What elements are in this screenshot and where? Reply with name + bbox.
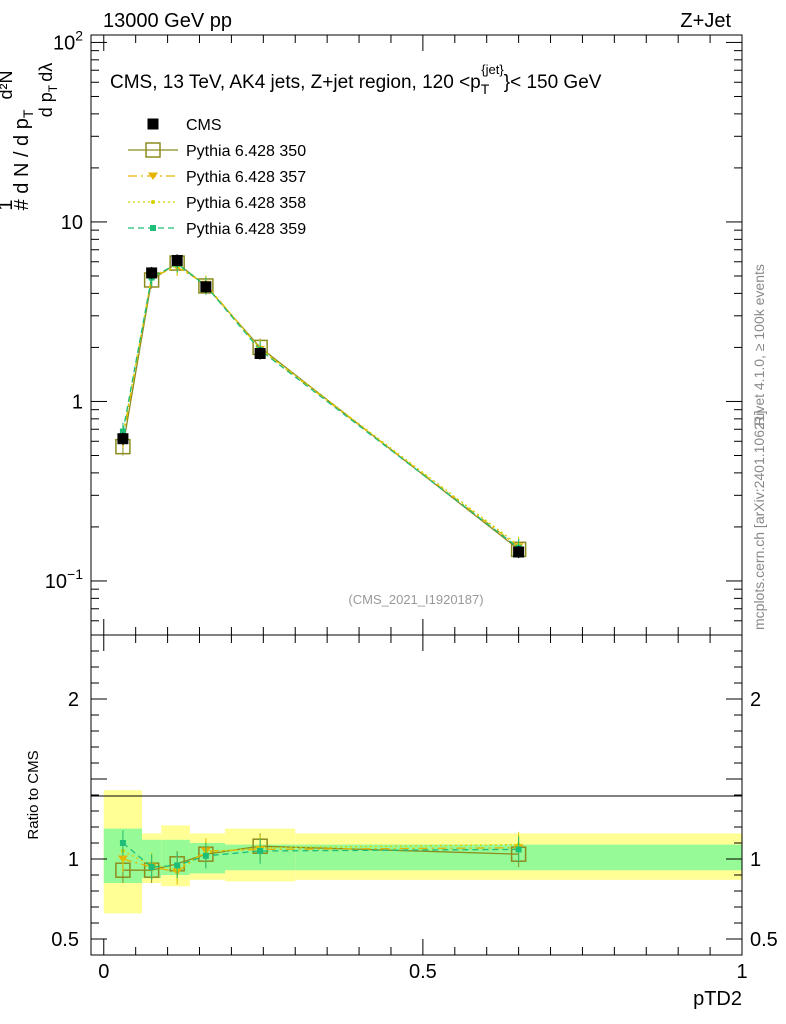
ytick-exp: 2: [75, 27, 83, 43]
ratio-series-p359: [119, 830, 522, 880]
main-series-p357: [117, 258, 524, 556]
main-ytick-label: 10−1: [45, 566, 83, 593]
ratio-line-p350: [122, 845, 519, 871]
cms-point: [146, 267, 158, 279]
cms-point: [171, 254, 183, 266]
ratio-y-axis-label: Ratio to CMS: [25, 750, 42, 839]
legend-label-p357: Pythia 6.428 357: [186, 169, 306, 186]
cms-point: [117, 433, 129, 445]
main-series-p350: [115, 254, 527, 559]
legend: CMS Pythia 6.428 350 Pythia 6.428 357 Pythi…: [128, 117, 306, 238]
main-series-p358: [120, 256, 521, 555]
ratio-ytick-label-left: 2: [68, 689, 79, 711]
ratio-ytick-label-right: 2: [750, 689, 761, 711]
ratio-point-p359: [174, 862, 181, 869]
ratio-xtick-label: 0: [98, 961, 109, 983]
ratio-point-p359: [515, 846, 522, 853]
y-label-dlambda: dλ: [36, 63, 56, 82]
ratio-point-p359: [119, 840, 126, 846]
ratio-xtick-label: 0.5: [409, 961, 437, 983]
y-label-d2n: d²N: [0, 70, 16, 99]
analysis-watermark: (CMS_2021_I1920187): [348, 592, 483, 607]
y-label-fraction: # d N / d pT: [11, 109, 36, 210]
ytick-base: 10: [53, 32, 75, 54]
legend-marker-p358: [151, 200, 155, 204]
x-axis-label: pTD2: [693, 988, 742, 1010]
data-series: [115, 254, 527, 885]
main-line-p350: [122, 262, 520, 550]
main-series-cms: [117, 254, 525, 558]
y-label-dpt-dlambda: d pT dλ: [36, 63, 60, 118]
legend-label-p358: Pythia 6.428 358: [186, 195, 306, 212]
y-label-dpt-sub: T: [46, 82, 60, 92]
ratio-point-p359: [257, 848, 264, 854]
main-ytick-label: 10: [61, 212, 83, 234]
y-label-dpt: d p: [36, 92, 56, 117]
ytick-exp: −1: [67, 566, 83, 582]
main-y-axis-label: # d N / d pT1d²Nd pT dλ: [0, 63, 60, 211]
ratio-plot-frame: [90, 634, 743, 956]
ratio-line-p359: [122, 842, 519, 868]
ratio-ytick-label-right: 0.5: [750, 929, 778, 951]
main-point-p359: [119, 428, 126, 435]
cms-point: [254, 347, 266, 359]
ratio-xtick-label: 1: [736, 961, 747, 983]
main-line-p357: [122, 266, 520, 548]
ratio-ytick-label-left: 0.5: [51, 929, 79, 951]
cms-point: [513, 546, 525, 558]
legend-label-cms: CMS: [186, 117, 222, 134]
ratio-ytick-label-left: 1: [68, 849, 79, 871]
legend-label-p359: Pythia 6.428 359: [186, 221, 306, 238]
ratio-point-p359: [202, 852, 209, 859]
header-right: Z+Jet: [680, 10, 731, 32]
legend-marker-cms: [147, 118, 159, 130]
main-ytick-label: 102: [53, 27, 83, 54]
y-label-one: 1: [0, 199, 17, 210]
y-label-dN: d N / d p: [11, 118, 33, 194]
legend-marker-p350: [145, 142, 161, 158]
header-left: 13000 GeV pp: [103, 10, 232, 32]
ratio-ytick-label-right: 1: [750, 849, 761, 871]
main-series-p359: [119, 254, 522, 557]
legend-label-p350: Pythia 6.428 350: [186, 143, 306, 160]
ratio-point-p359: [148, 864, 155, 870]
main-ytick-label: 1: [72, 391, 83, 413]
legend-marker-p357: [148, 172, 158, 180]
mcplots-label: mcplots.cern.ch [arXiv:2401.10621]: [751, 411, 767, 630]
y-label-hash: #: [11, 194, 33, 211]
y-label-sub: T: [20, 109, 36, 118]
main-line-p359: [122, 262, 520, 549]
cms-point: [200, 281, 212, 293]
rivet-label: Rivet 4.1.0, ≥ 100k events: [751, 264, 767, 426]
ratio-line-p357: [122, 847, 519, 873]
legend-marker-p359: [150, 225, 156, 231]
ytick-base: 10: [45, 571, 67, 593]
chart-title: CMS, 13 TeV, AK4 jets, Z+jet region, 120…: [110, 62, 602, 97]
